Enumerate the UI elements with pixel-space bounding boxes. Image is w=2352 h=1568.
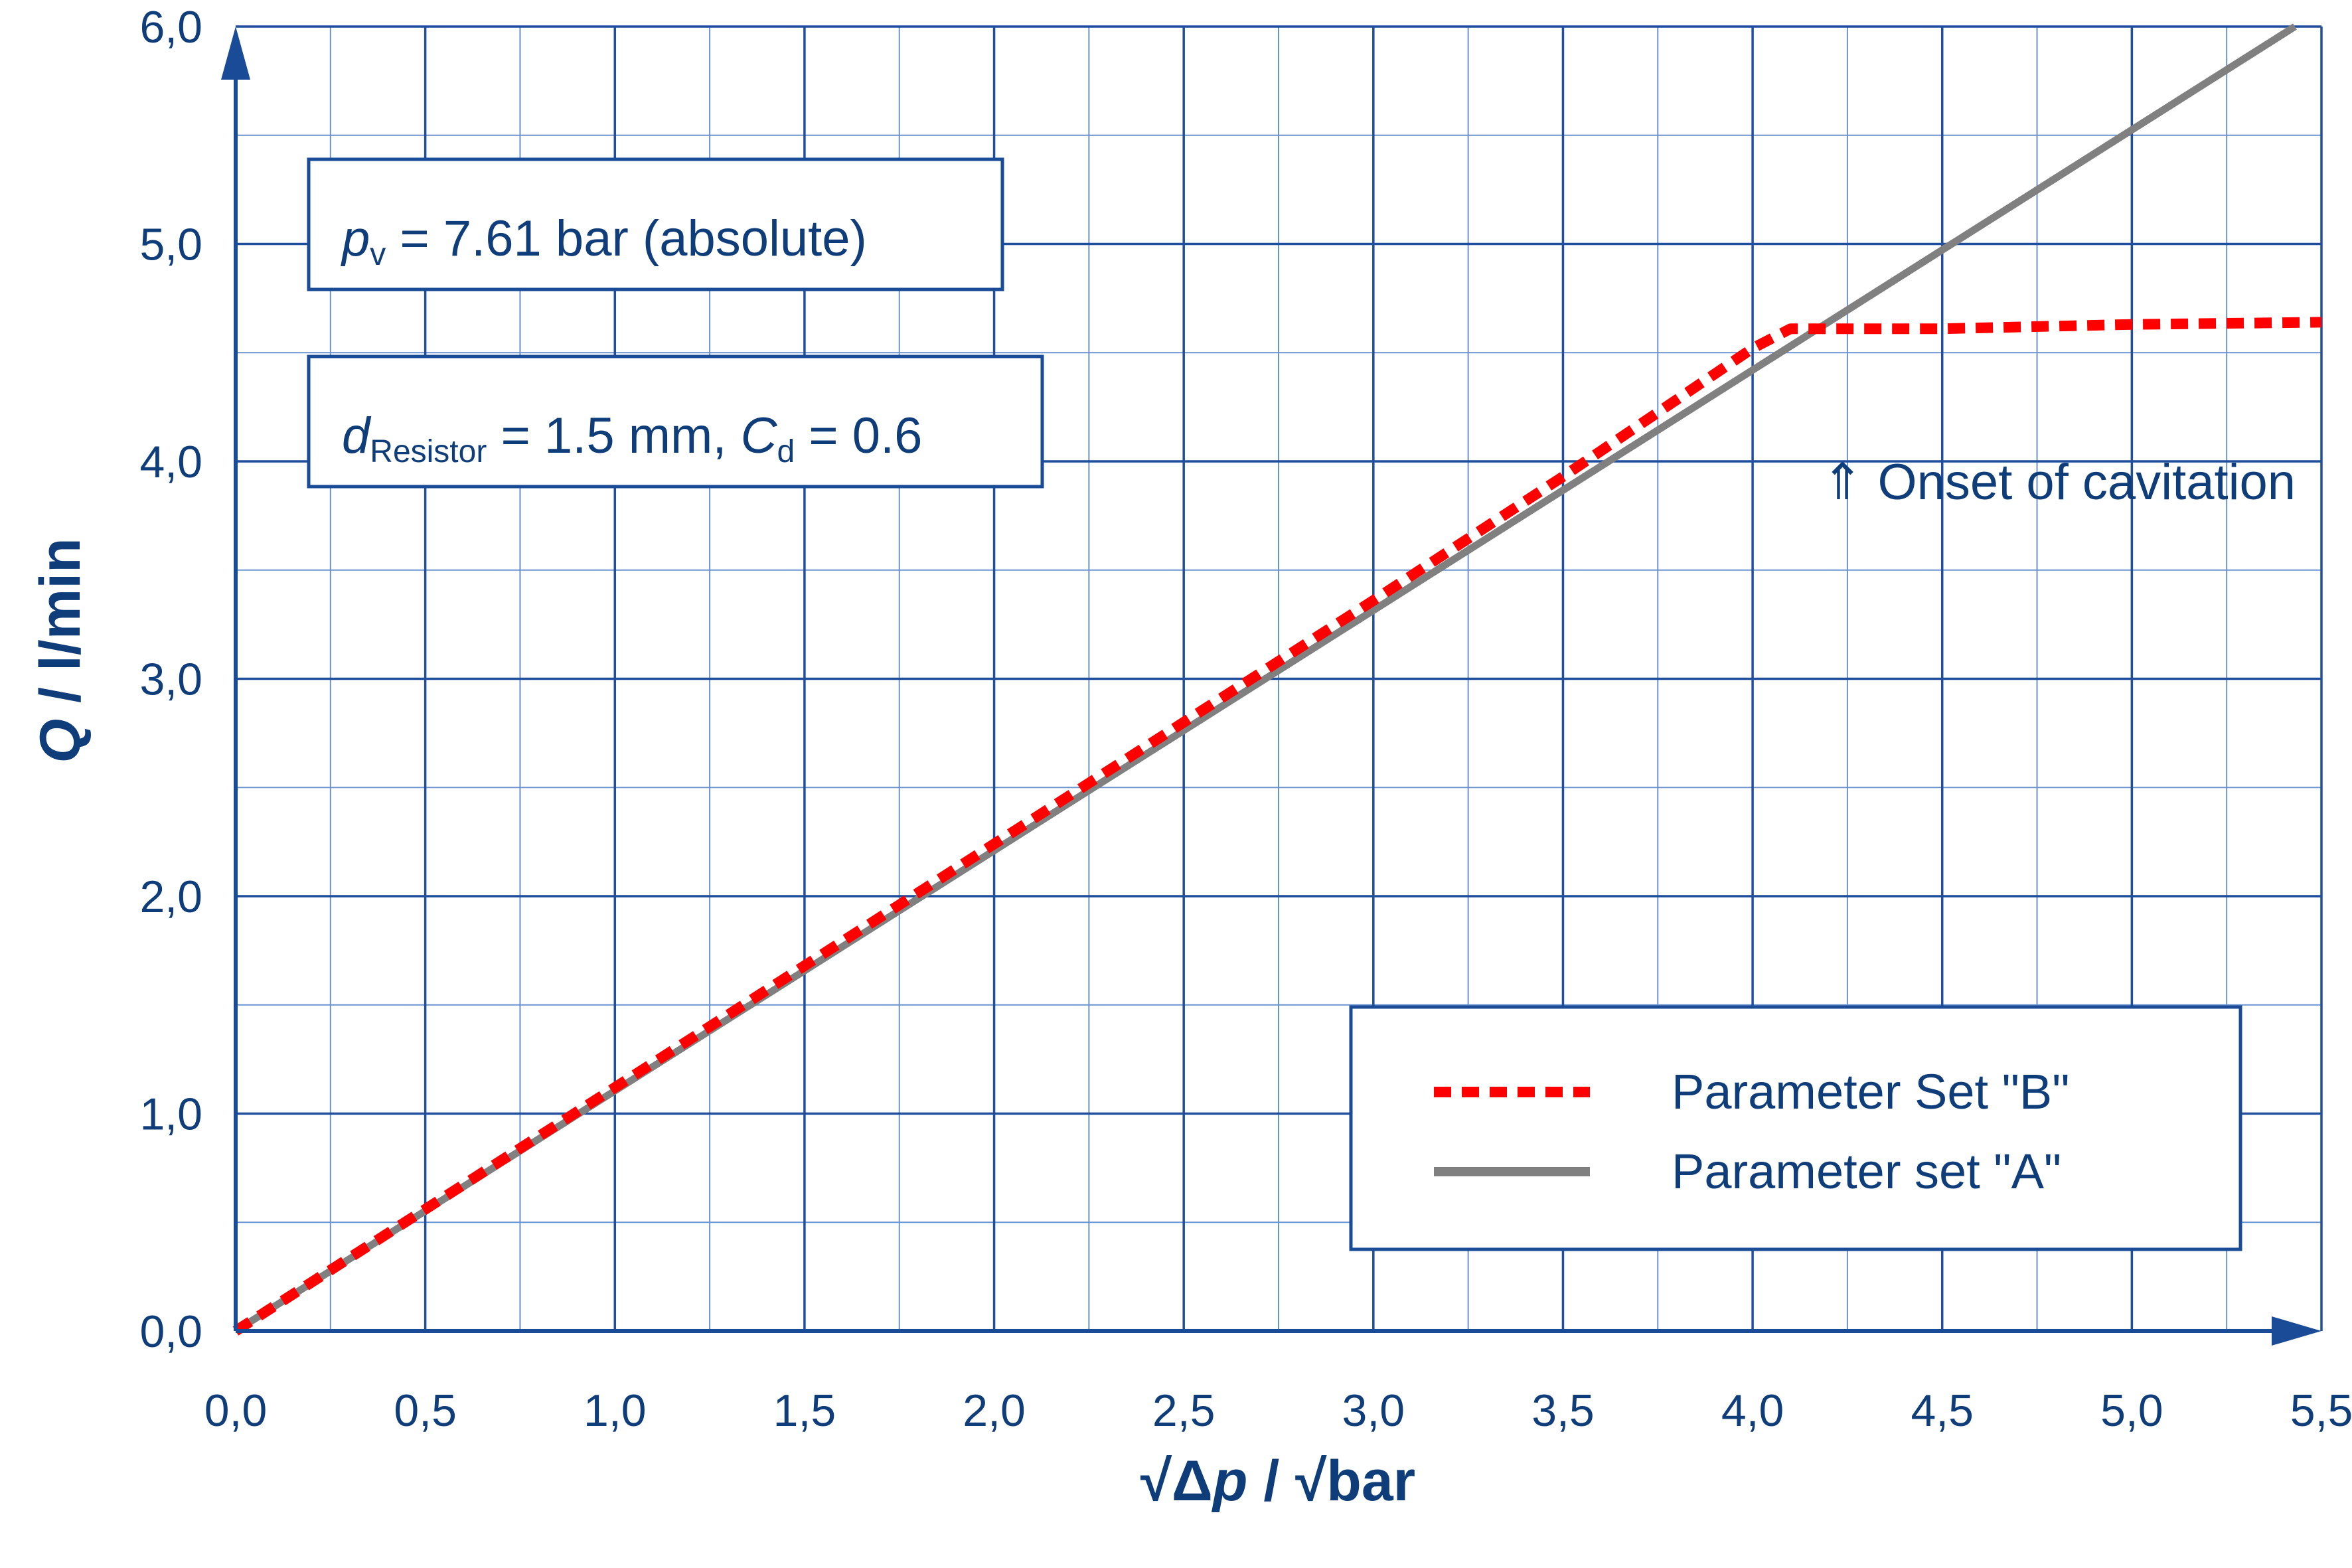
axes bbox=[221, 27, 2321, 1346]
x-tick-label: 2,5 bbox=[1152, 1385, 1215, 1436]
x-tick-label: 3,0 bbox=[1342, 1385, 1405, 1436]
y-tick-label: 1,0 bbox=[139, 1089, 202, 1140]
x-tick-label: 5,5 bbox=[2290, 1385, 2352, 1436]
vapor-pressure-text: pv = 7.61 bar (absolute) bbox=[341, 210, 867, 272]
x-tick-label: 1,5 bbox=[773, 1385, 836, 1436]
x-tick-label: 0,5 bbox=[394, 1385, 457, 1436]
x-tick-label: 4,5 bbox=[1911, 1385, 1974, 1436]
x-tick-label: 1,0 bbox=[584, 1385, 647, 1436]
x-axis-title: √Δp / √bar bbox=[1140, 1449, 1415, 1513]
cavitation-annotation: ⇑ Onset of cavitation bbox=[1822, 454, 2296, 510]
legend: Parameter Set "B" Parameter set "A" bbox=[1349, 1005, 2242, 1251]
y-tick-label: 4,0 bbox=[139, 437, 202, 487]
x-tick-label: 4,0 bbox=[1721, 1385, 1784, 1436]
y-tick-label: 3,0 bbox=[139, 655, 202, 705]
y-axis-title: Q / l/min bbox=[29, 538, 92, 763]
y-tick-label: 5,0 bbox=[139, 220, 202, 270]
tick-labels: 0,0 0,5 1,0 1,5 2,0 2,5 3,0 3,5 4,0 4,5 5,0 5,5 0,0 1… bbox=[139, 2, 2352, 1436]
y-tick-label: 6,0 bbox=[139, 2, 202, 52]
x-tick-label: 2,0 bbox=[963, 1385, 1026, 1436]
legend-box bbox=[1349, 1005, 2242, 1251]
y-tick-label: 2,0 bbox=[139, 872, 202, 922]
x-tick-label: 0,0 bbox=[204, 1385, 268, 1436]
x-tick-label: 3,5 bbox=[1531, 1385, 1595, 1436]
legend-label-b: Parameter Set "B" bbox=[1672, 1064, 2070, 1119]
resistor-text: dResistor = 1.5 mm, Cd = 0.6 bbox=[342, 408, 922, 469]
x-axis-arrow bbox=[2272, 1316, 2321, 1346]
resistor-box bbox=[307, 354, 1044, 489]
y-tick-label: 0,0 bbox=[139, 1306, 202, 1357]
x-tick-label: 5,0 bbox=[2100, 1385, 2163, 1436]
series-line-b bbox=[232, 317, 2322, 1336]
vapor-pressure-box bbox=[307, 157, 1004, 291]
legend-label-a: Parameter set "A" bbox=[1672, 1144, 2061, 1199]
vapor-pressure-annotation: pv = 7.61 bar (absolute) bbox=[307, 157, 1004, 291]
series-layer bbox=[232, 23, 2322, 1336]
y-axis-arrow bbox=[221, 27, 250, 80]
resistor-annotation: dResistor = 1.5 mm, Cd = 0.6 bbox=[307, 354, 1044, 489]
